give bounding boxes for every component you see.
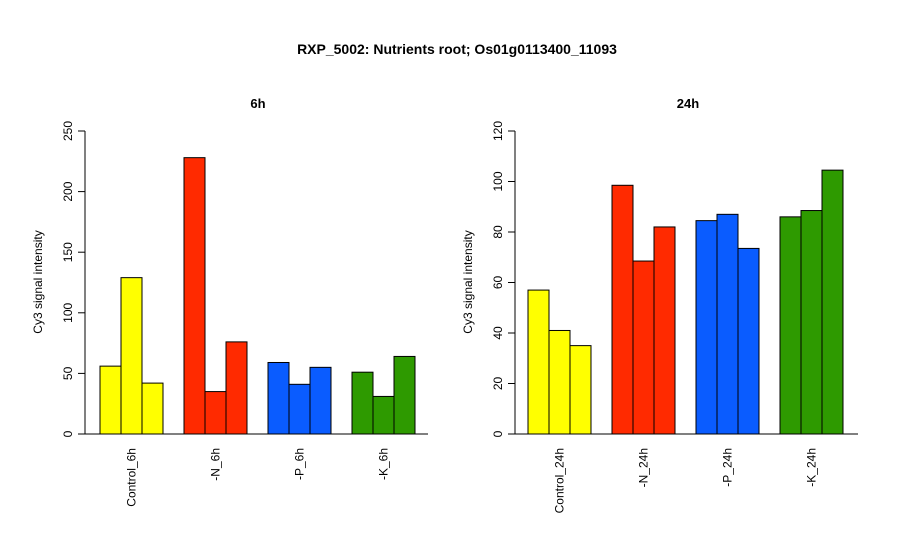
bar (120, 277, 143, 435)
bar (653, 226, 676, 435)
bar (267, 361, 290, 435)
y-tick-label: 120 (491, 121, 505, 141)
bar (288, 383, 311, 435)
bar (225, 341, 248, 435)
bar (737, 247, 760, 435)
bar (632, 260, 655, 435)
bar (548, 329, 571, 435)
y-tick-label: 0 (491, 430, 505, 437)
bar (183, 157, 206, 435)
panel-6h: 6h Cy3 signal intensity 0 50 100 150 200 250 C… (31, 96, 428, 507)
y-tick-label: 100 (491, 171, 505, 191)
y-tick-label: 20 (491, 377, 505, 391)
x-category-label: -N_24h (637, 448, 651, 487)
y-tick-label: 100 (61, 302, 75, 322)
y-tick-label: 50 (61, 366, 75, 380)
x-category-label: -P_6h (293, 448, 307, 480)
x-category-label: -N_6h (209, 448, 223, 481)
x-category-label: -P_24h (721, 448, 735, 487)
bar (800, 210, 823, 435)
bar (695, 220, 718, 435)
x-category-label: -K_24h (805, 448, 819, 487)
figure-title: RXP_5002: Nutrients root; Os01g0113400_1… (297, 41, 617, 57)
x-category-label: -K_6h (377, 448, 391, 480)
y-axis-label-24h: Cy3 signal intensity (461, 230, 475, 333)
bar (779, 216, 802, 435)
y-tick-label: 60 (491, 276, 505, 290)
y-tick-label: 0 (61, 430, 75, 437)
bar (821, 169, 844, 435)
bar (141, 382, 164, 435)
y-axis-label-6h: Cy3 signal intensity (31, 230, 45, 333)
bar (204, 391, 227, 435)
panel-24h: 24h Cy3 signal intensity 0 20 40 60 80 100 120… (461, 96, 858, 513)
bar (372, 395, 395, 435)
y-tick-label: 250 (61, 121, 75, 141)
bar (393, 355, 416, 435)
x-category-label: Control_6h (125, 448, 139, 507)
bar (351, 371, 374, 435)
x-category-label: Control_24h (553, 448, 567, 513)
bar (569, 345, 592, 435)
bar (99, 365, 122, 435)
y-tick-label: 80 (491, 225, 505, 239)
panel-title-24h: 24h (677, 96, 699, 111)
panel-title-6h: 6h (250, 96, 265, 111)
y-tick-label: 200 (61, 181, 75, 201)
bar (309, 366, 332, 435)
bar (716, 213, 739, 435)
bar (611, 184, 634, 435)
bar (527, 289, 550, 435)
y-tick-label: 150 (61, 242, 75, 262)
y-tick-label: 40 (491, 326, 505, 340)
